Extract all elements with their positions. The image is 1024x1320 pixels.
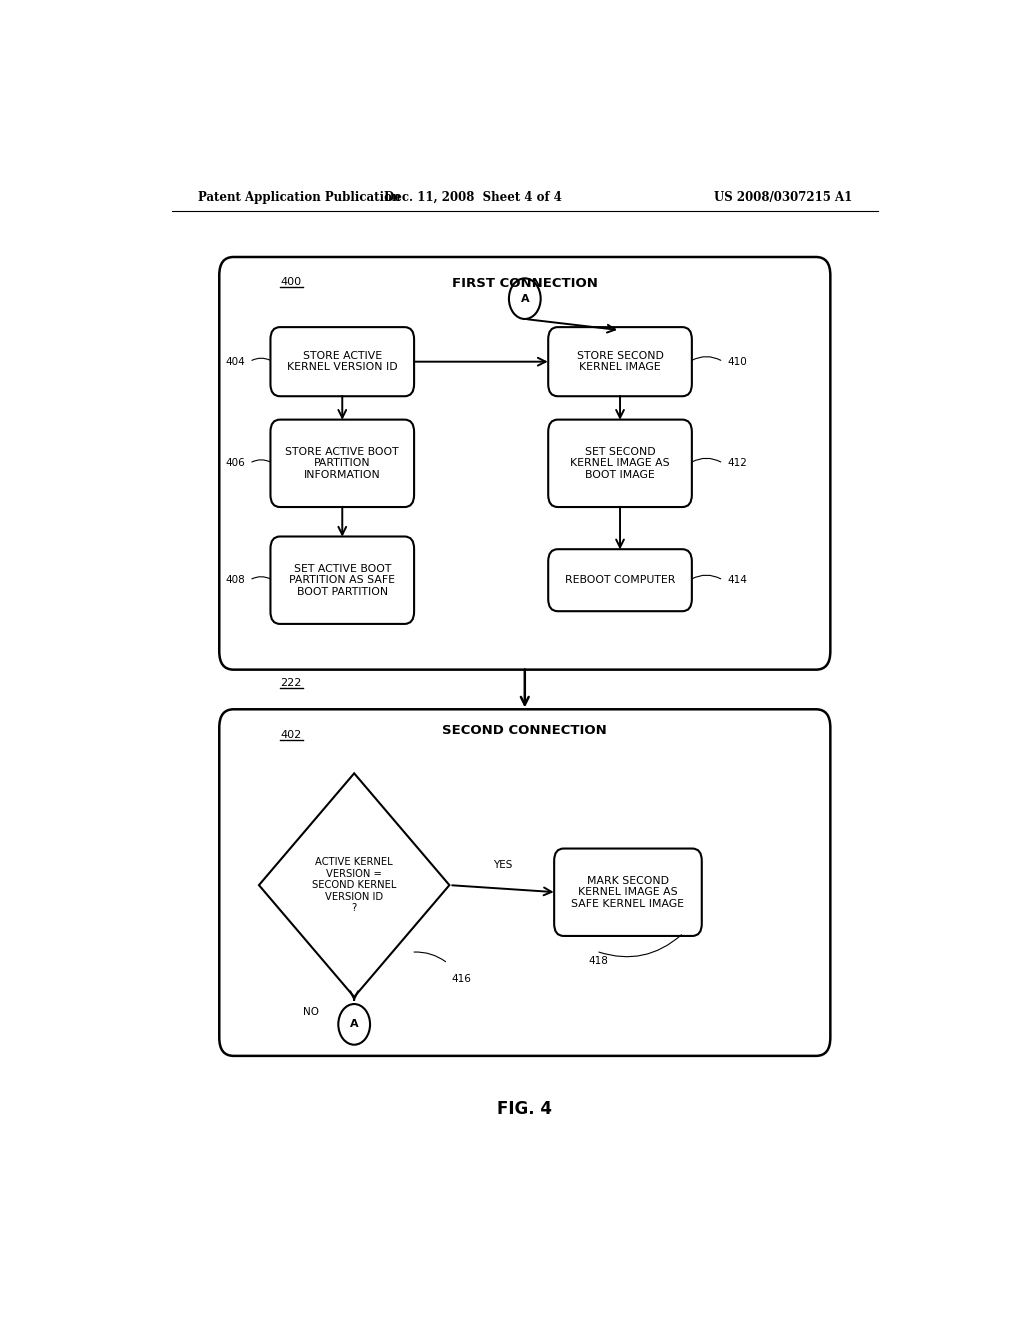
Text: 418: 418 [588, 956, 608, 966]
FancyBboxPatch shape [548, 549, 692, 611]
Text: 222: 222 [281, 678, 302, 688]
Text: 406: 406 [225, 458, 246, 469]
FancyBboxPatch shape [548, 327, 692, 396]
Text: MARK SECOND
KERNEL IMAGE AS
SAFE KERNEL IMAGE: MARK SECOND KERNEL IMAGE AS SAFE KERNEL … [571, 875, 684, 909]
Text: 416: 416 [452, 974, 472, 983]
Text: ACTIVE KERNEL
VERSION =
SECOND KERNEL
VERSION ID
?: ACTIVE KERNEL VERSION = SECOND KERNEL VE… [312, 857, 396, 913]
Text: 410: 410 [727, 356, 746, 367]
Text: 408: 408 [225, 576, 246, 585]
Text: SET ACTIVE BOOT
PARTITION AS SAFE
BOOT PARTITION: SET ACTIVE BOOT PARTITION AS SAFE BOOT P… [289, 564, 395, 597]
Text: 400: 400 [281, 277, 301, 288]
Text: A: A [350, 1019, 358, 1030]
Text: 412: 412 [727, 458, 748, 469]
Text: STORE ACTIVE
KERNEL VERSION ID: STORE ACTIVE KERNEL VERSION ID [287, 351, 397, 372]
Text: SECOND CONNECTION: SECOND CONNECTION [442, 725, 607, 737]
Text: YES: YES [494, 859, 513, 870]
FancyBboxPatch shape [219, 257, 830, 669]
Text: Patent Application Publication: Patent Application Publication [198, 190, 400, 203]
Text: 414: 414 [727, 576, 748, 585]
Text: STORE SECOND
KERNEL IMAGE: STORE SECOND KERNEL IMAGE [577, 351, 664, 372]
Text: FIRST CONNECTION: FIRST CONNECTION [452, 277, 598, 290]
Text: Dec. 11, 2008  Sheet 4 of 4: Dec. 11, 2008 Sheet 4 of 4 [384, 190, 562, 203]
Text: FIG. 4: FIG. 4 [498, 1100, 552, 1118]
Polygon shape [259, 774, 450, 997]
FancyBboxPatch shape [548, 420, 692, 507]
Text: STORE ACTIVE BOOT
PARTITION
INFORMATION: STORE ACTIVE BOOT PARTITION INFORMATION [286, 446, 399, 480]
FancyBboxPatch shape [270, 420, 414, 507]
Text: NO: NO [302, 1007, 318, 1018]
Text: REBOOT COMPUTER: REBOOT COMPUTER [565, 576, 675, 585]
Text: A: A [520, 293, 529, 304]
FancyBboxPatch shape [270, 327, 414, 396]
Text: SET SECOND
KERNEL IMAGE AS
BOOT IMAGE: SET SECOND KERNEL IMAGE AS BOOT IMAGE [570, 446, 670, 480]
Text: 404: 404 [225, 356, 246, 367]
FancyBboxPatch shape [270, 536, 414, 624]
Text: 402: 402 [281, 730, 302, 739]
Text: US 2008/0307215 A1: US 2008/0307215 A1 [714, 190, 852, 203]
FancyBboxPatch shape [219, 709, 830, 1056]
FancyBboxPatch shape [554, 849, 701, 936]
